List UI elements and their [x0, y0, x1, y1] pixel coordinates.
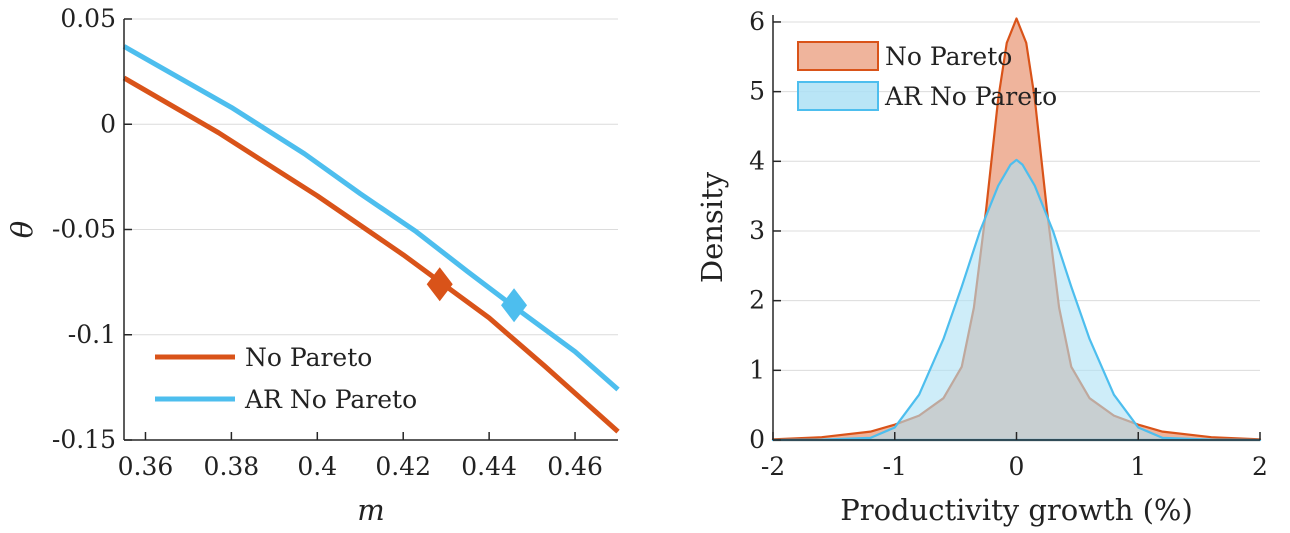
y-tick-label: 5: [749, 77, 765, 106]
legend-swatch-ar-no-pareto: [797, 81, 879, 111]
legend-swatch-no-pareto: [797, 41, 879, 71]
x-tick-label: 0.46: [547, 452, 603, 481]
legend-label-ar-no-pareto: AR No Pareto: [244, 385, 417, 414]
y-tick-label: 6: [749, 7, 765, 36]
y-tick-label: 3: [749, 216, 765, 245]
y-tick-label: -0.05: [52, 215, 116, 244]
x-axis-label: Productivity growth (%): [840, 493, 1193, 527]
series-line-ar-no-pareto: [122, 44, 620, 392]
x-tick-label: -2: [761, 452, 785, 481]
x-tick-label: 0.4: [297, 452, 337, 481]
y-tick-label: 0: [749, 425, 765, 454]
y-axis-label: Density: [695, 171, 729, 283]
y-tick-label: 1: [749, 355, 765, 384]
y-tick-label: -0.15: [52, 425, 116, 454]
legend-label-no-pareto: No Pareto: [245, 343, 372, 372]
density-area-ar-no-pareto: [771, 158, 1262, 442]
y-tick-label: 0: [100, 109, 116, 138]
legend-label-ar-no-pareto: AR No Pareto: [884, 82, 1057, 111]
theta-vs-m-chart: 0.36 0.38 0.4 0.42 0.44 0.46 0.05 0 -0.05 -0.1 -0.…: [5, 4, 620, 527]
legend-label-no-pareto: No Pareto: [885, 42, 1012, 71]
y-tick-label: 0.05: [60, 4, 116, 33]
y-tick-label: 2: [749, 286, 765, 315]
x-tick-label: 0.36: [118, 452, 174, 481]
diamond-marker: [426, 267, 453, 302]
x-tick-label: -1: [883, 452, 907, 481]
x-tick-label: 0.44: [461, 452, 517, 481]
x-tick-label: 1: [1130, 452, 1146, 481]
y-tick-label: -0.1: [68, 320, 116, 349]
x-tick-label: 0.38: [204, 452, 260, 481]
x-tick-label: 0: [1009, 452, 1025, 481]
x-tick-label: 0.42: [375, 452, 431, 481]
diamond-marker: [501, 288, 528, 323]
y-axis-label: θ: [5, 221, 39, 238]
series-line-no-pareto: [122, 75, 620, 434]
x-axis-label: m: [357, 493, 385, 527]
y-tick-label: 4: [749, 146, 765, 175]
x-tick-label: 2: [1252, 452, 1268, 481]
density-chart: -2 -1 0 1 2 0 1 2 3 4 5 6 Productivity growth (%) Den…: [695, 7, 1268, 527]
